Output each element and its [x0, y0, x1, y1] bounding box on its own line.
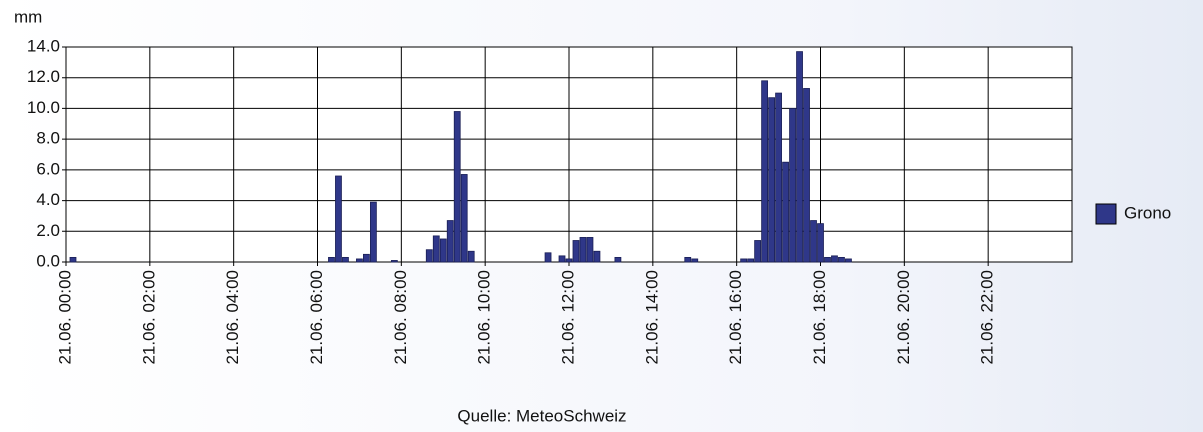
y-tick-label: 14.0: [27, 36, 60, 55]
y-tick-label: 6.0: [36, 159, 60, 178]
bar: [845, 258, 852, 263]
y-tick-label: 8.0: [36, 129, 60, 148]
bar: [586, 237, 594, 263]
bar: [439, 238, 447, 263]
x-tick-label: 21.06. 04:00: [223, 270, 242, 365]
x-tick-label: 21.06. 22:00: [978, 270, 997, 365]
x-tick-label: 21.06. 08:00: [391, 270, 410, 365]
bar: [796, 51, 803, 263]
bar: [747, 258, 755, 263]
bar: [369, 201, 377, 263]
y-tick-label: 2.0: [36, 221, 60, 240]
x-tick-label: 21.06. 18:00: [810, 270, 829, 365]
bar: [425, 249, 433, 263]
bar: [768, 97, 775, 263]
bar: [593, 250, 601, 263]
bar: [565, 258, 573, 263]
bar: [803, 88, 810, 263]
source: Quelle: MeteoSchweiz: [457, 406, 626, 425]
bar: [740, 258, 748, 263]
bar: [684, 256, 692, 263]
bar: [789, 108, 796, 263]
bar: [572, 240, 580, 263]
bar: [558, 255, 566, 263]
bar: [356, 258, 363, 263]
bar: [824, 256, 831, 263]
bar: [446, 220, 454, 263]
bar: [831, 255, 838, 263]
bar: [432, 235, 440, 263]
bar: [460, 174, 468, 263]
bar: [544, 252, 552, 263]
x-tick-label: 21.06. 16:00: [726, 270, 745, 365]
bar: [754, 240, 762, 263]
legend-label: Grono: [1124, 203, 1171, 222]
bar: [453, 111, 461, 263]
bar: [363, 253, 370, 263]
bar: [691, 258, 699, 263]
bar: [390, 260, 398, 263]
y-tick-label: 12.0: [27, 67, 60, 86]
bar: [328, 256, 335, 263]
bar: [342, 256, 349, 263]
bar: [782, 161, 789, 263]
legend-swatch: [1095, 203, 1117, 225]
bar: [69, 256, 77, 263]
x-tick-label: 21.06. 14:00: [642, 270, 661, 365]
y-tick-label: 4.0: [36, 190, 60, 209]
x-tick-label: 21.06. 10:00: [475, 270, 494, 365]
bar: [579, 237, 587, 263]
y-tick-label: 10.0: [27, 98, 60, 117]
bar: [761, 80, 769, 263]
bar: [838, 256, 845, 263]
x-tick-label: 21.06. 00:00: [55, 270, 74, 365]
x-tick-label: 21.06. 06:00: [307, 270, 326, 365]
bar: [467, 250, 475, 263]
bar: [810, 220, 817, 263]
x-tick-label: 21.06. 02:00: [139, 270, 158, 365]
bar: [614, 256, 622, 263]
bar: [775, 92, 782, 263]
bar: [335, 175, 342, 263]
y-axis-label: mm: [14, 7, 42, 26]
x-tick-label: 21.06. 20:00: [894, 270, 913, 365]
y-tick-label: 0.0: [36, 251, 60, 270]
x-tick-label: 21.06. 12:00: [558, 270, 577, 365]
bar: [817, 223, 824, 263]
